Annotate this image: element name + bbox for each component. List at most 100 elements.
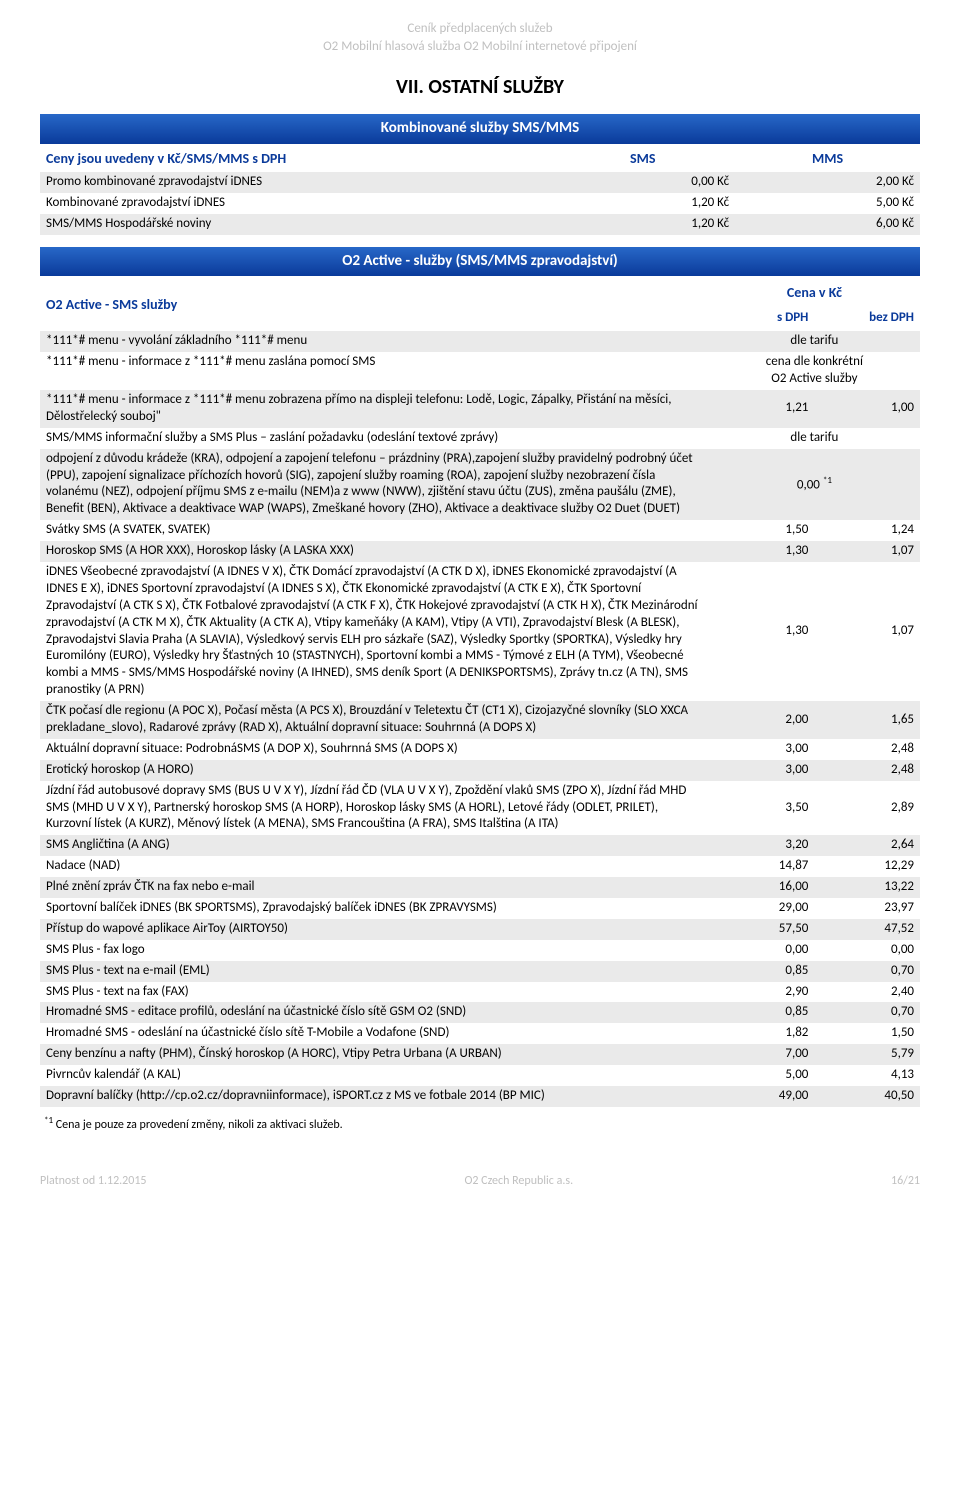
- cell-bdph: 12,29: [814, 856, 920, 877]
- table-row: iDNES Všeobecné zpravodajství (A IDNES V…: [40, 562, 920, 701]
- cell-bdph: 2,64: [814, 835, 920, 856]
- cell-label: Horoskop SMS (A HOR XXX), Horoskop lásky…: [40, 541, 709, 562]
- cell-sms: 1,20 Kč: [550, 214, 735, 235]
- table-row: Kombinované zpravodajství iDNES1,20 Kč5,…: [40, 193, 920, 214]
- footnote-text: Cena je pouze za provedení změny, nikoli…: [53, 1118, 343, 1132]
- footer-center: O2 Czech Republic a.s.: [464, 1174, 573, 1190]
- page-header: Ceník předplacených služeb O2 Mobilní hl…: [40, 20, 920, 56]
- cell-label: *111*# menu - informace z *111*# menu zo…: [40, 390, 709, 428]
- cell-label: Pivrncův kalendář (A KAL): [40, 1065, 709, 1086]
- cell-sdph: 16,00: [709, 877, 815, 898]
- cell-bdph: 1,50: [814, 1023, 920, 1044]
- table-sms-mms: Ceny jsou uvedeny v Kč/SMS/MMS s DPH SMS…: [40, 146, 920, 235]
- cell-bdph: 4,13: [814, 1065, 920, 1086]
- cell-bdph: 1,00: [814, 390, 920, 428]
- cell-sdph: 1,30: [709, 541, 815, 562]
- table-row: SMS Plus - fax logo0,000,00: [40, 940, 920, 961]
- cell-span2: dle tarifu: [709, 428, 920, 449]
- table-row: SMS/MMS Hospodářské noviny1,20 Kč6,00 Kč: [40, 214, 920, 235]
- cell-sdph: 2,90: [709, 982, 815, 1003]
- page-footer: Platnost od 1.12.2015 O2 Czech Republic …: [40, 1174, 920, 1190]
- cell-sdph: 7,00: [709, 1044, 815, 1065]
- table-header-row: Ceny jsou uvedeny v Kč/SMS/MMS s DPH SMS…: [40, 146, 920, 172]
- table-row: Hromadné SMS - odeslání na účastnické čí…: [40, 1023, 920, 1044]
- cell-label: Hromadné SMS - editace profilů, odeslání…: [40, 1002, 709, 1023]
- cell-sup: *1: [823, 475, 832, 486]
- cell-bdph: 5,79: [814, 1044, 920, 1065]
- cell-label: SMS/MMS informační služby a SMS Plus – z…: [40, 428, 709, 449]
- subhead-row: O2 Active - SMS služby Cena v Kč: [40, 278, 920, 308]
- cell-label: *111*# menu - vyvolání základního *111*#…: [40, 331, 709, 352]
- cell-sdph: 5,00: [709, 1065, 815, 1086]
- cell-label: Přístup do wapové aplikace AirToy (AIRTO…: [40, 919, 709, 940]
- cell-sdph: 29,00: [709, 898, 815, 919]
- cell-label: Kombinované zpravodajství iDNES: [40, 193, 550, 214]
- cell-bdph: 1,65: [814, 701, 920, 739]
- cell-label: Jízdní řád autobusové dopravy SMS (BUS U…: [40, 781, 709, 836]
- cell-sdph: 2,00: [709, 701, 815, 739]
- table-row: Pivrncův kalendář (A KAL)5,004,13: [40, 1065, 920, 1086]
- cell-mms: 6,00 Kč: [735, 214, 920, 235]
- cell-label: iDNES Všeobecné zpravodajství (A IDNES V…: [40, 562, 709, 701]
- cell-label: Promo kombinované zpravodajství iDNES: [40, 172, 550, 193]
- table-row: Horoskop SMS (A HOR XXX), Horoskop lásky…: [40, 541, 920, 562]
- cell-label: SMS Plus - text na fax (FAX): [40, 982, 709, 1003]
- table-row: Aktuální dopravní situace: PodrobnáSMS (…: [40, 739, 920, 760]
- cell-label: Sportovní balíček iDNES (BK SPORTSMS), Z…: [40, 898, 709, 919]
- table-row: Přístup do wapové aplikace AirToy (AIRTO…: [40, 919, 920, 940]
- cell-sms: 1,20 Kč: [550, 193, 735, 214]
- cell-bdph: 0,70: [814, 961, 920, 982]
- table-row: Sportovní balíček iDNES (BK SPORTSMS), Z…: [40, 898, 920, 919]
- cell-sdph: 0,85: [709, 961, 815, 982]
- cell-sdph: 1,21: [709, 390, 815, 428]
- cell-sdph: 57,50: [709, 919, 815, 940]
- cell-sdph: 3,20: [709, 835, 815, 856]
- table-row: Plné znění zpráv ČTK na fax nebo e-mail1…: [40, 877, 920, 898]
- cell-label: *111*# menu - informace z *111*# menu za…: [40, 352, 709, 390]
- cell-bdph: 1,07: [814, 541, 920, 562]
- cell-bdph: 2,89: [814, 781, 920, 836]
- cell-sdph: 1,30: [709, 562, 815, 701]
- cell-span2: 0,00 *1: [709, 449, 920, 521]
- cell-bdph: 13,22: [814, 877, 920, 898]
- cell-bdph: 1,24: [814, 520, 920, 541]
- table-row: Dopravní balíčky (http://cp.o2.cz/doprav…: [40, 1086, 920, 1107]
- table-row: ČTK počasí dle regionu (A POC X), Počasí…: [40, 701, 920, 739]
- table-row: Nadace (NAD)14,8712,29: [40, 856, 920, 877]
- cell-sms: 0,00 Kč: [550, 172, 735, 193]
- subhead-left: O2 Active - SMS služby: [40, 278, 709, 331]
- table-row: SMS Angličtina (A ANG)3,202,64: [40, 835, 920, 856]
- cell-label: Dopravní balíčky (http://cp.o2.cz/doprav…: [40, 1086, 709, 1107]
- cell-label: SMS Plus - fax logo: [40, 940, 709, 961]
- footer-left: Platnost od 1.12.2015: [40, 1174, 147, 1190]
- table-row: *111*# menu - vyvolání základního *111*#…: [40, 331, 920, 352]
- cell-bdph: 2,48: [814, 739, 920, 760]
- cell-bdph: 23,97: [814, 898, 920, 919]
- cell-label: Svátky SMS (A SVATEK, SVATEK): [40, 520, 709, 541]
- cell-label: ČTK počasí dle regionu (A POC X), Počasí…: [40, 701, 709, 739]
- footnote-sup: *1: [44, 1115, 53, 1126]
- cell-label: SMS Plus - text na e-mail (EML): [40, 961, 709, 982]
- table-row: *111*# menu - informace z *111*# menu zo…: [40, 390, 920, 428]
- cell-label: Hromadné SMS - odeslání na účastnické čí…: [40, 1023, 709, 1044]
- table-row: Jízdní řád autobusové dopravy SMS (BUS U…: [40, 781, 920, 836]
- cell-bdph: 0,00: [814, 940, 920, 961]
- cell-sdph: 3,00: [709, 739, 815, 760]
- cell-span2: dle tarifu: [709, 331, 920, 352]
- cell-bdph: 0,70: [814, 1002, 920, 1023]
- cell-sdph: 0,85: [709, 1002, 815, 1023]
- section1-bar: Kombinované služby SMS/MMS: [40, 114, 920, 144]
- cell-label: Nadace (NAD): [40, 856, 709, 877]
- table-row: Erotický horoskop (A HORO)3,002,48: [40, 760, 920, 781]
- table-row: SMS Plus - text na fax (FAX)2,902,40: [40, 982, 920, 1003]
- table-row: *111*# menu - informace z *111*# menu za…: [40, 352, 920, 390]
- col-sdph: s DPH: [709, 308, 815, 331]
- section2-bar: O2 Active - služby (SMS/MMS zpravodajstv…: [40, 247, 920, 277]
- cell-label: Erotický horoskop (A HORO): [40, 760, 709, 781]
- table-row: SMS Plus - text na e-mail (EML)0,850,70: [40, 961, 920, 982]
- col-bdph: bez DPH: [814, 308, 920, 331]
- page-title: VII. OSTATNÍ SLUŽBY: [40, 74, 920, 100]
- table-row: Promo kombinované zpravodajství iDNES0,0…: [40, 172, 920, 193]
- cell-bdph: 47,52: [814, 919, 920, 940]
- table-o2active: O2 Active - SMS služby Cena v Kč s DPH b…: [40, 278, 920, 1107]
